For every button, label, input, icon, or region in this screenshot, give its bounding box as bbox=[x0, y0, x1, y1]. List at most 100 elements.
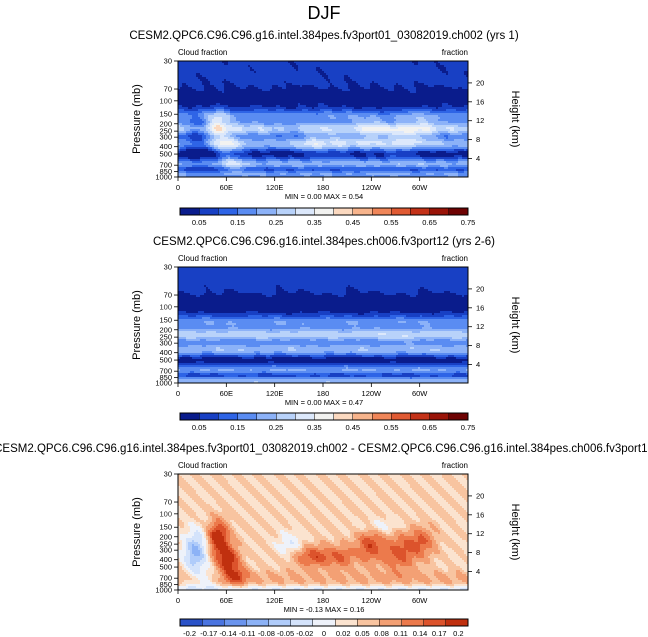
heatmap-cell bbox=[212, 321, 214, 325]
heatmap-cell bbox=[238, 153, 240, 155]
heatmap-cell bbox=[380, 167, 382, 171]
heatmap-cell bbox=[366, 107, 368, 111]
heatmap-cell bbox=[266, 173, 268, 177]
heatmap-cell bbox=[364, 107, 366, 111]
heatmap-cell bbox=[320, 319, 322, 329]
heatmap-cell bbox=[182, 353, 184, 355]
heatmap-cell bbox=[400, 145, 402, 147]
heatmap-cell bbox=[214, 129, 216, 133]
heatmap-cell bbox=[376, 151, 378, 153]
heatmap-cell bbox=[456, 135, 458, 139]
heatmap-cell bbox=[212, 151, 214, 157]
heatmap-cell bbox=[296, 61, 298, 65]
heatmap-cell bbox=[310, 147, 312, 149]
heatmap-cell bbox=[178, 133, 180, 135]
heatmap-cell bbox=[210, 159, 212, 161]
heatmap-cell bbox=[446, 109, 448, 113]
heatmap-cell bbox=[308, 317, 310, 319]
heatmap-cell bbox=[210, 85, 212, 105]
heatmap-cell bbox=[270, 147, 272, 149]
heatmap-cell bbox=[364, 123, 366, 125]
heatmap-cell bbox=[294, 267, 296, 293]
heatmap-cell bbox=[242, 157, 244, 159]
heatmap-cell bbox=[284, 321, 286, 325]
heatmap-cell bbox=[284, 89, 286, 107]
heatmap-cell bbox=[414, 149, 416, 151]
heatmap-cell bbox=[352, 151, 354, 153]
heatmap-cell bbox=[256, 167, 258, 171]
heatmap-cell bbox=[184, 61, 186, 83]
heatmap-cell bbox=[346, 125, 348, 133]
heatmap-cell bbox=[240, 153, 242, 157]
heatmap-cell bbox=[372, 115, 374, 123]
heatmap-cell bbox=[240, 113, 242, 123]
heatmap-cell bbox=[222, 319, 224, 329]
heatmap-cell bbox=[228, 267, 230, 289]
heatmap-cell bbox=[448, 109, 450, 113]
heatmap-cell bbox=[358, 125, 360, 131]
heatmap-cell bbox=[206, 107, 208, 109]
heatmap-cell bbox=[218, 355, 220, 357]
heatmap-cell bbox=[348, 161, 350, 165]
heatmap-cell bbox=[270, 107, 272, 111]
heatmap-cell bbox=[428, 123, 430, 125]
heatmap-cell bbox=[450, 173, 452, 177]
heatmap-cell bbox=[218, 333, 220, 337]
heatmap-cell bbox=[302, 353, 304, 355]
heatmap-cell bbox=[256, 379, 258, 381]
heatmap-cell bbox=[356, 157, 358, 159]
heatmap-cell bbox=[278, 313, 280, 315]
heatmap-cell bbox=[462, 171, 464, 173]
heatmap-cell bbox=[198, 141, 200, 147]
heatmap-cell bbox=[204, 157, 206, 159]
heatmap-cell bbox=[184, 171, 186, 173]
heatmap-cell bbox=[244, 171, 246, 173]
heatmap-cell bbox=[244, 161, 246, 163]
heatmap-cell bbox=[228, 107, 230, 109]
heatmap-cell bbox=[392, 91, 394, 107]
heatmap-cell bbox=[390, 161, 392, 165]
heatmap-cell bbox=[284, 369, 286, 371]
heatmap-cell bbox=[326, 157, 328, 159]
heatmap-cell bbox=[228, 81, 230, 107]
heatmap-cell bbox=[406, 161, 408, 165]
heatmap-cell bbox=[366, 145, 368, 147]
heatmap-cell bbox=[306, 331, 308, 337]
heatmap-cell bbox=[302, 339, 304, 347]
heatmap-cell bbox=[188, 319, 190, 329]
heatmap-cell bbox=[254, 381, 256, 383]
heatmap-cell bbox=[348, 123, 350, 125]
heatmap-cell bbox=[302, 337, 304, 339]
heatmap-cell bbox=[266, 157, 268, 159]
heatmap-cell bbox=[326, 123, 328, 125]
heatmap-cell bbox=[280, 173, 282, 175]
heatmap-cell bbox=[224, 135, 226, 137]
heatmap-cell bbox=[452, 171, 454, 173]
heatmap-cell bbox=[278, 127, 280, 131]
heatmap-cell bbox=[212, 159, 214, 161]
heatmap-cell bbox=[318, 367, 320, 373]
heatmap-cell bbox=[386, 151, 388, 153]
heatmap-cell bbox=[270, 333, 272, 337]
heatmap-cell bbox=[206, 355, 208, 357]
heatmap-cell bbox=[196, 147, 198, 149]
heatmap-cell bbox=[230, 365, 232, 367]
heatmap-cell bbox=[368, 159, 370, 161]
heatmap-cell bbox=[182, 267, 184, 291]
heatmap-cell bbox=[276, 369, 278, 371]
heatmap-cell bbox=[414, 147, 416, 149]
heatmap-cell bbox=[196, 353, 198, 355]
heatmap-cell bbox=[406, 145, 408, 147]
heatmap-cell bbox=[232, 115, 234, 123]
heatmap-cell bbox=[414, 143, 416, 147]
heatmap-cell bbox=[224, 123, 226, 127]
heatmap-cell bbox=[426, 109, 428, 111]
heatmap-cell bbox=[320, 379, 322, 383]
heatmap-cell bbox=[282, 313, 284, 317]
heatmap-cell bbox=[306, 319, 308, 327]
heatmap-cell bbox=[278, 369, 280, 371]
heatmap-cell bbox=[260, 377, 262, 379]
heatmap-cell bbox=[222, 111, 224, 113]
heatmap-cell bbox=[178, 357, 180, 359]
heatmap-cell bbox=[198, 337, 200, 341]
